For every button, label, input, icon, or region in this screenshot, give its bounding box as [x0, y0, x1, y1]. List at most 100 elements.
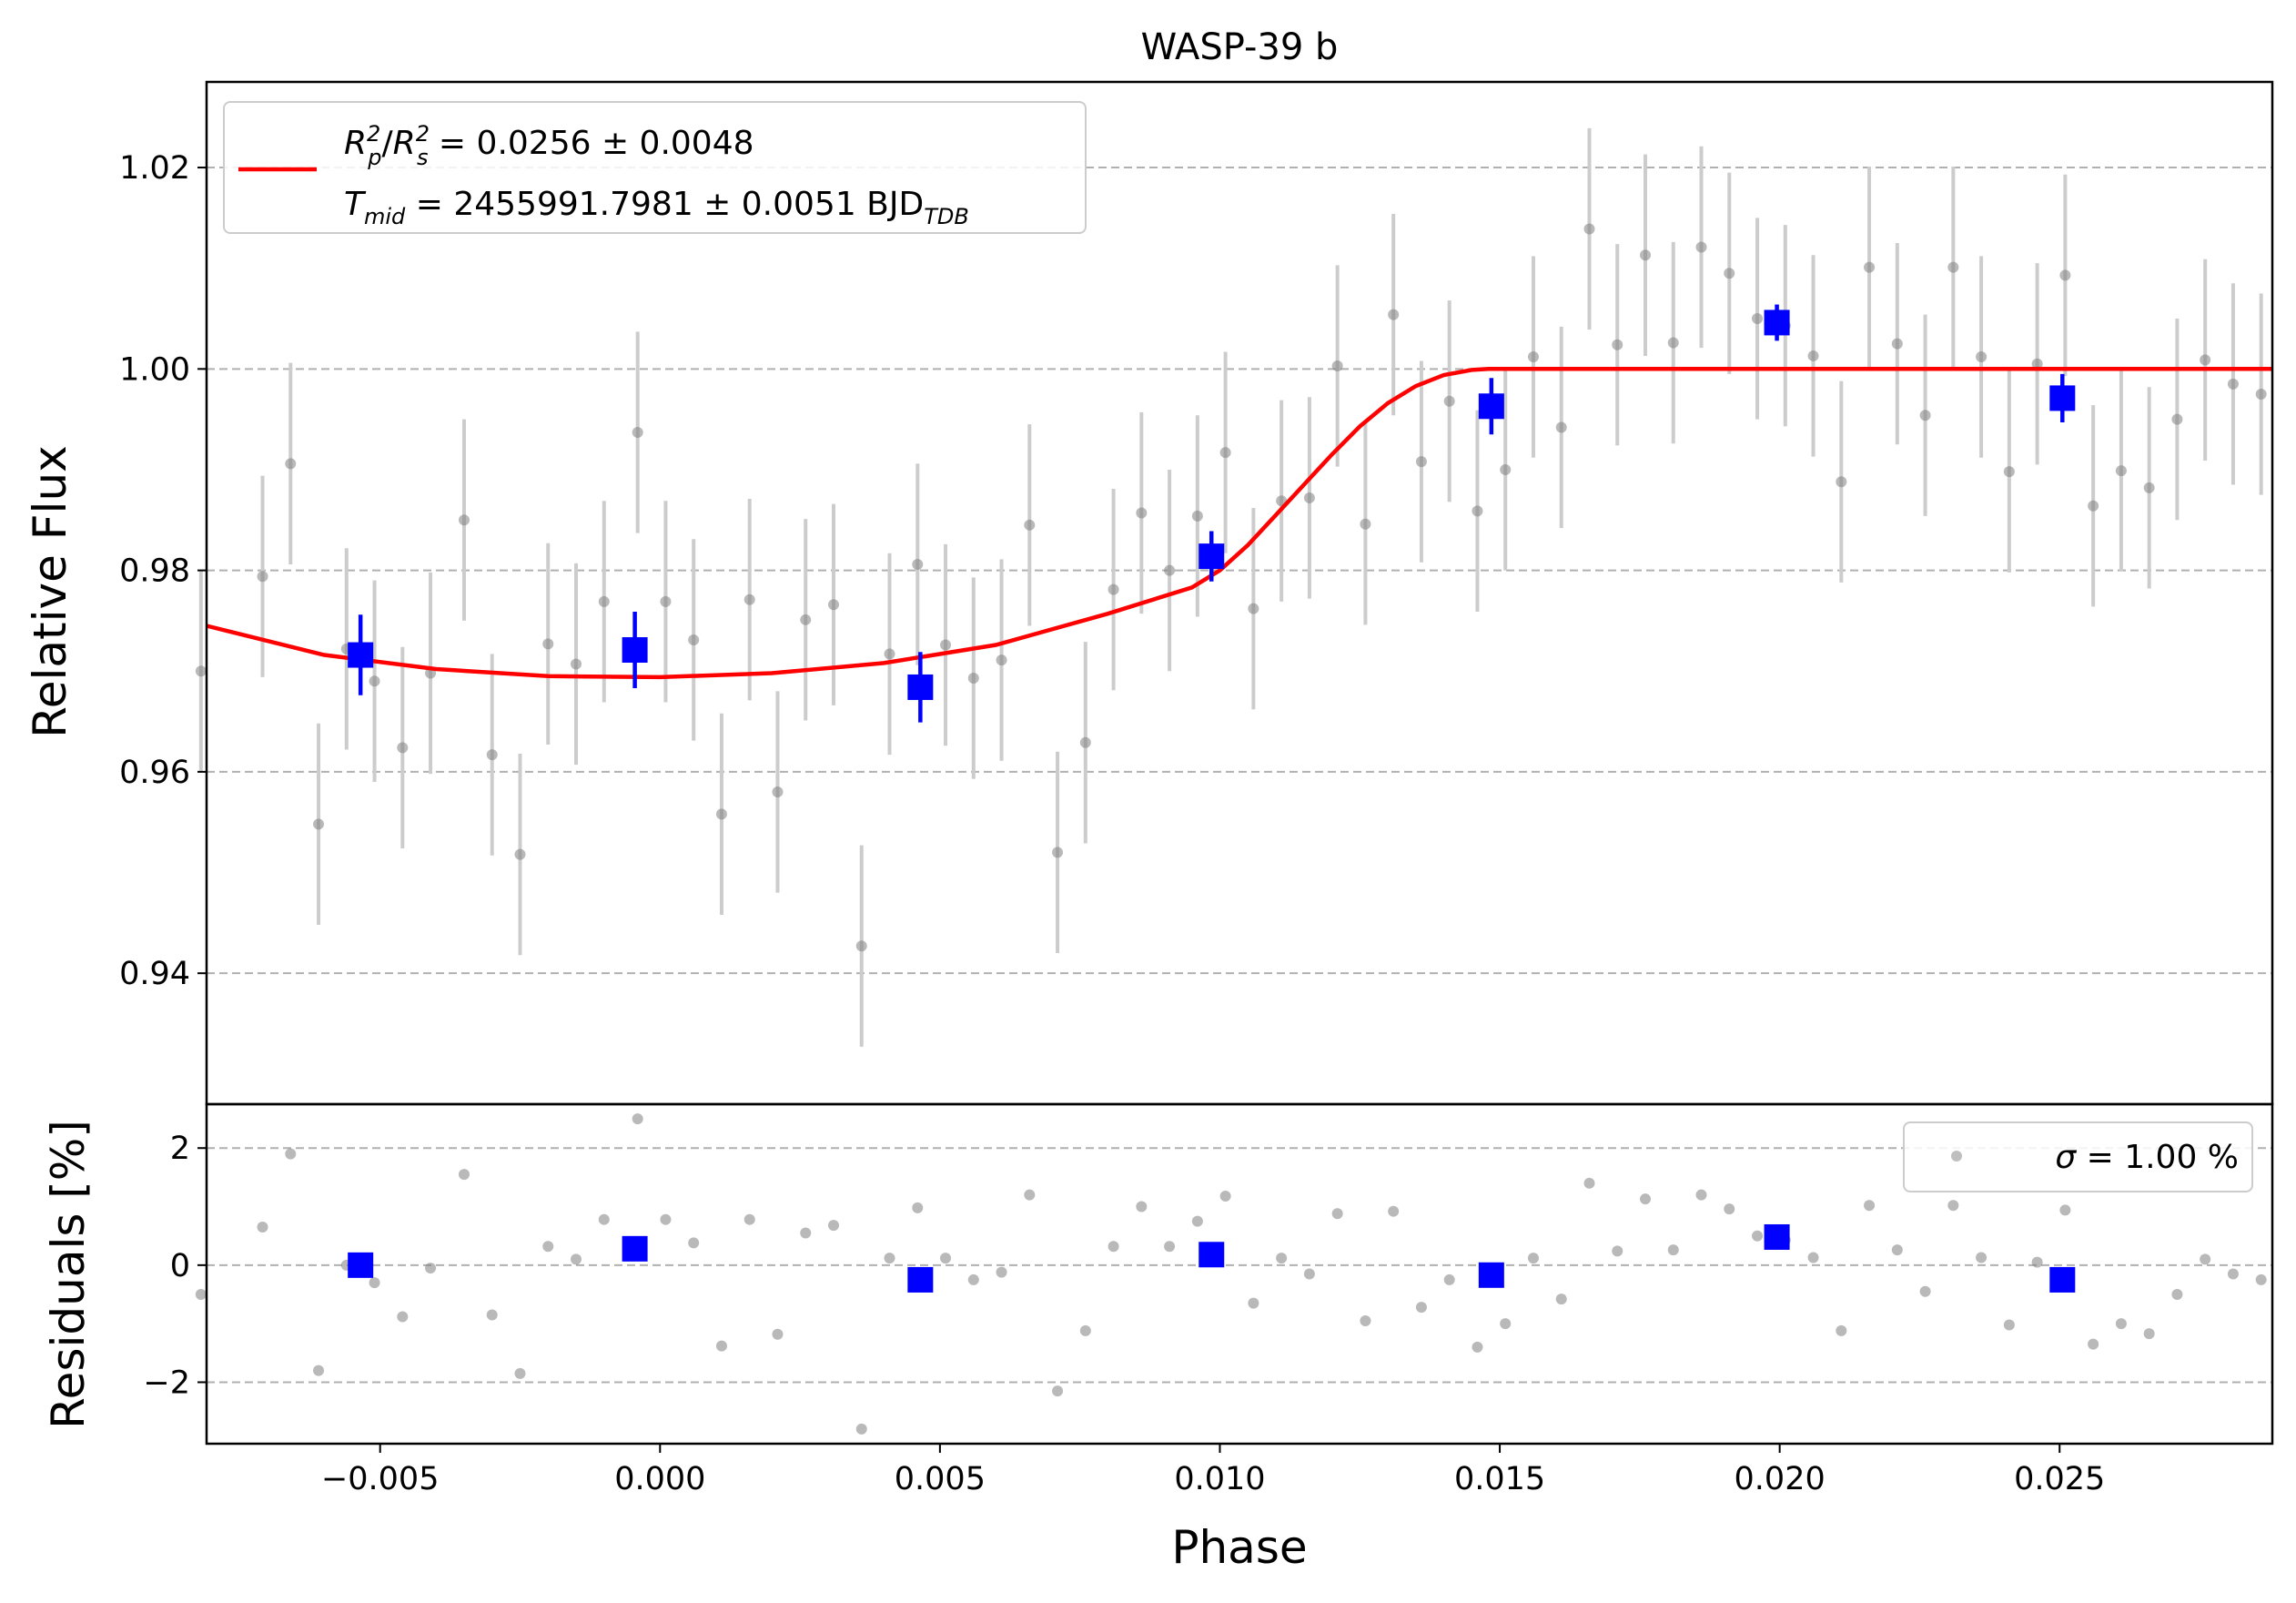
residual-raw-point [2003, 1319, 2015, 1331]
residual-raw-point [1415, 1302, 1427, 1314]
flux-binned-point [1478, 393, 1504, 420]
residual-raw-point [313, 1365, 325, 1376]
residual-plot-frame [205, 1102, 2274, 1446]
residual-raw-point [285, 1148, 297, 1160]
residual-raw-point [940, 1253, 952, 1264]
residual-raw-point [571, 1253, 582, 1265]
residual-raw-point [369, 1277, 380, 1289]
residual-y-tick-label: 0 [170, 1248, 190, 1284]
flux-raw-point [313, 818, 325, 830]
flux-raw-point [2255, 388, 2267, 400]
residual-raw-point [1752, 1230, 1764, 1242]
residual-raw-point [1976, 1252, 1988, 1263]
chart-title: WASP-39 b [1141, 26, 1339, 68]
flux-raw-point [1555, 421, 1567, 433]
flux-raw-point [2200, 354, 2211, 366]
flux-raw-point [1500, 463, 1512, 475]
flux-raw-points [195, 223, 2267, 952]
flux-binned-point [348, 642, 374, 668]
flux-raw-point [1667, 337, 1679, 349]
residual-raw-point [2255, 1273, 2267, 1285]
residual-raw-point [2088, 1338, 2099, 1350]
flux-raw-point [940, 639, 952, 651]
residual-raw-point [1612, 1245, 1623, 1257]
residual-raw-point [1248, 1297, 1259, 1309]
flux-raw-point [2003, 466, 2015, 478]
flux-raw-point [2031, 358, 2043, 370]
residual-raw-point [1443, 1273, 1455, 1285]
flux-raw-point [1443, 395, 1455, 407]
residual-raw-point [458, 1169, 470, 1181]
residual-raw-point [967, 1273, 979, 1285]
flux-raw-point [1219, 447, 1231, 459]
flux-raw-point [1527, 351, 1539, 363]
flux-raw-point [285, 458, 297, 470]
flux-raw-point [1695, 241, 1707, 253]
residual-raw-point [1388, 1205, 1400, 1217]
residual-raw-point [1024, 1189, 1036, 1201]
phase-x-axis: −0.005 0.000 0.005 0.010 0.015 0.020 0.025 [321, 1444, 2105, 1497]
residual-binned-point [622, 1235, 648, 1262]
flux-raw-point [1724, 268, 1735, 279]
residual-y-tick-label: 2 [170, 1131, 190, 1167]
residual-legend: σ = 1.00 % [1903, 1121, 2253, 1192]
flux-raw-point [1891, 338, 1903, 350]
residual-binned-point [2049, 1266, 2076, 1293]
residual-raw-point [1724, 1203, 1735, 1215]
residual-binned-points [348, 1223, 2076, 1293]
residual-raw-point [1527, 1253, 1539, 1264]
residual-y-axis-label: Residuals [%] [42, 1120, 95, 1429]
flux-raw-point [397, 742, 409, 754]
residual-raw-points [195, 1113, 2267, 1435]
flux-raw-point [2143, 482, 2155, 493]
flux-y-axis-label: Relative Flux [24, 445, 76, 737]
residual-raw-point [2227, 1268, 2239, 1280]
flux-raw-point [369, 675, 380, 687]
flux-y-tick-label: 0.98 [119, 553, 190, 590]
flux-raw-point [1640, 249, 1652, 261]
residual-raw-point [996, 1266, 1007, 1278]
flux-raw-point [800, 614, 812, 625]
flux-raw-point [1583, 223, 1595, 235]
flux-legend: R2 p/R2 s = 0.0256 ± 0.0048 Tmid = 2455991… [223, 101, 1087, 234]
residual-raw-point [1807, 1252, 1819, 1263]
flux-raw-point [1331, 360, 1343, 372]
residual-raw-point [855, 1423, 867, 1435]
residual-raw-point [1164, 1241, 1176, 1253]
flux-raw-point [1976, 351, 1988, 363]
flux-raw-point [1807, 350, 1819, 361]
flux-raw-point [884, 648, 895, 660]
residual-raw-point [827, 1220, 839, 1232]
legend-depth-text: R2 p/R2 s = 0.0256 ± 0.0048 [344, 121, 754, 170]
flux-raw-point [996, 654, 1007, 666]
flux-raw-point [1248, 603, 1259, 614]
flux-raw-point [660, 595, 672, 607]
flux-raw-point [1388, 309, 1400, 320]
flux-legend-box [223, 101, 1087, 234]
residual-raw-point [1360, 1314, 1371, 1326]
residual-binned-point [348, 1252, 374, 1278]
flux-raw-point [743, 594, 755, 605]
phase-x-tick-label: 0.000 [614, 1461, 705, 1497]
residual-legend-box [1903, 1121, 2253, 1192]
flux-raw-point [1864, 261, 1876, 273]
flux-raw-point [2227, 378, 2239, 390]
residual-raw-point [257, 1222, 268, 1233]
residual-y-tick-label: −2 [143, 1365, 190, 1401]
flux-raw-point [1164, 564, 1176, 576]
flux-raw-point [772, 786, 784, 798]
residual-raw-point [1919, 1285, 1931, 1297]
flux-y-tick-label: 0.94 [119, 956, 190, 992]
flux-raw-point [827, 599, 839, 611]
residual-raw-point [1108, 1241, 1119, 1253]
flux-raw-point [2115, 465, 2127, 477]
flux-raw-point [2088, 500, 2099, 512]
residual-raw-point [2143, 1328, 2155, 1340]
flux-raw-point [486, 749, 498, 761]
flux-raw-point [632, 427, 643, 439]
flux-raw-point [2059, 269, 2071, 281]
flux-binned-point [907, 674, 934, 700]
residual-binned-point [1199, 1242, 1225, 1268]
residual-raw-point [542, 1241, 554, 1253]
